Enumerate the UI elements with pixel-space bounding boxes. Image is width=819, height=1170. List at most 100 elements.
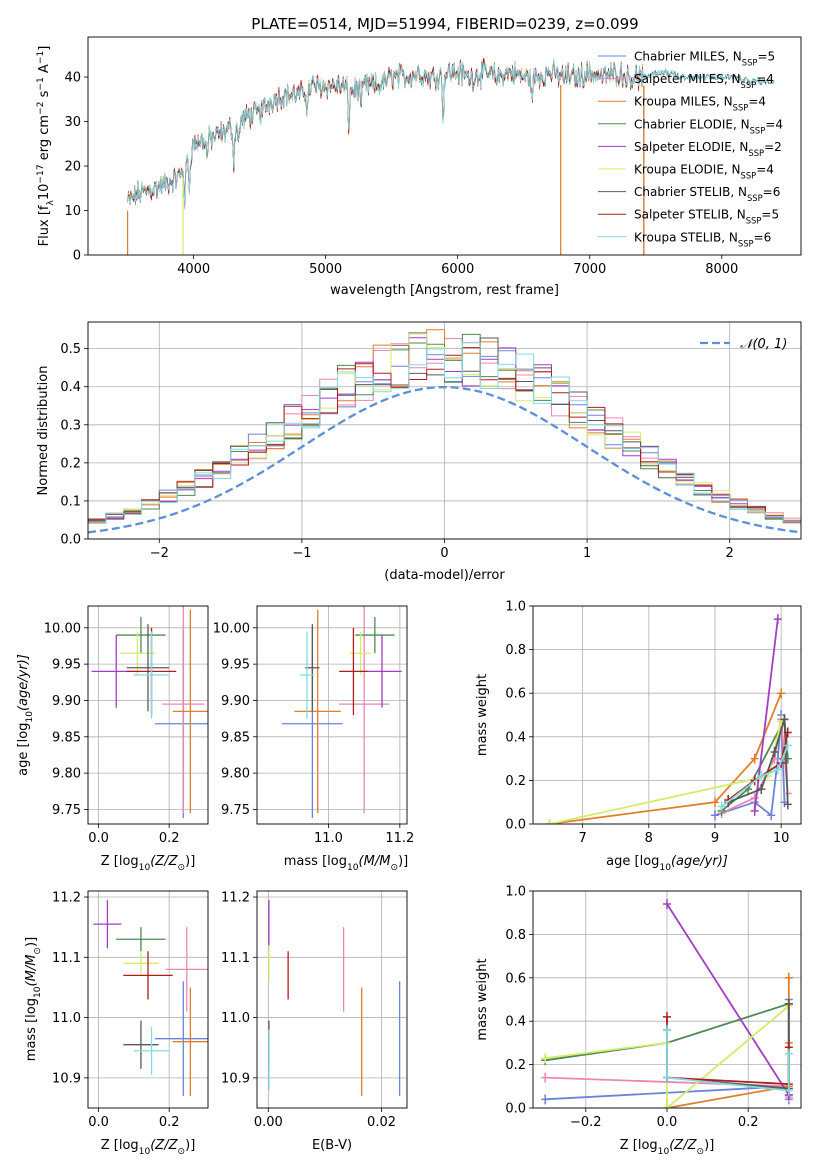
weight-lines-group xyxy=(545,614,792,824)
y-tick-label: 11.0 xyxy=(52,1011,81,1026)
y-tick-label: 0.4 xyxy=(60,380,81,395)
legend-label: Chabrier ELODIE, NSSP=4 xyxy=(634,117,783,135)
y-tick-label: 11.1 xyxy=(221,951,250,966)
x-axis-label: Z [log10(Z/Z⊙)] xyxy=(101,1138,196,1157)
y-tick-label: 11.2 xyxy=(52,891,81,906)
spectrum-line-kroupa-stelib xyxy=(127,57,775,206)
weight-marker xyxy=(541,1094,550,1105)
weight-marker xyxy=(750,805,759,816)
axes-frame xyxy=(87,605,209,825)
x-tick-label: 11.0 xyxy=(314,831,343,846)
weight-marker xyxy=(545,819,554,824)
x-tick-label: 2 xyxy=(726,546,734,561)
y-tick-label: 0.2 xyxy=(505,1058,526,1073)
weight-marker xyxy=(750,792,759,803)
y-axis-label: Flux [fλ10−17 erg cm−2 s−1 A−1] xyxy=(36,46,56,247)
x-tick-label: 7000 xyxy=(573,262,606,277)
y-tick-label: 10.00 xyxy=(44,621,81,636)
normal-curve xyxy=(88,385,801,534)
residuals-chart: −2 −1 0 1 2 0.0 0.1 0.2 0.3 0.4 0.5 (data-model)/er… xyxy=(36,321,802,583)
x-axis-label: age [log10(age/yr)] xyxy=(606,854,728,873)
weight-lines-group xyxy=(541,899,793,1108)
weight-marker xyxy=(757,784,766,795)
x-tick-label: 8 xyxy=(645,831,653,846)
x-axis-label: wavelength [Angstrom, rest frame] xyxy=(330,283,559,298)
y-tick-label: 0.4 xyxy=(505,1015,526,1030)
y-axis-label: mass weight xyxy=(475,958,490,1040)
y-axis-label: age [log10(age/yr)] xyxy=(16,654,35,776)
y-tick-label: 11.0 xyxy=(221,1011,250,1026)
y-tick-label: 11.1 xyxy=(52,951,81,966)
y-tick-label: 9.90 xyxy=(221,694,250,709)
x-axis-label: (data-model)/error xyxy=(384,568,505,583)
y-axis-label: mass weight xyxy=(475,674,490,756)
y-tick-label: 0.0 xyxy=(505,818,526,833)
x-tick-label: 9 xyxy=(711,831,719,846)
y-tick-label: 9.85 xyxy=(221,730,250,745)
weight-marker xyxy=(541,1072,550,1083)
y-tick-label: 0.4 xyxy=(505,730,526,745)
legend-label: Salpeter MILES, NSSP=4 xyxy=(634,72,774,90)
x-tick-label: 11.2 xyxy=(385,831,414,846)
y-tick-label: 0.0 xyxy=(505,1102,526,1117)
weight-marker xyxy=(784,1048,793,1059)
weight-marker xyxy=(773,614,782,625)
y-tick-label: 0.8 xyxy=(505,643,526,658)
spectrum-legend: Chabrier MILES, NSSP=5 Salpeter MILES, NS… xyxy=(598,50,783,248)
x-tick-label: −1 xyxy=(292,546,311,561)
legend-label: Kroupa MILES, NSSP=4 xyxy=(634,95,766,113)
y-tick-label: 0.5 xyxy=(60,342,81,357)
weight-line xyxy=(549,692,782,824)
y-tick-label: 10.00 xyxy=(213,621,250,636)
weight-marker xyxy=(777,688,786,699)
legend-label: Kroupa ELODIE, NSSP=4 xyxy=(634,163,774,181)
y-tick-label: 1.0 xyxy=(505,885,526,900)
x-tick-label: 0.02 xyxy=(367,1115,396,1130)
weight-marker xyxy=(663,899,671,910)
weight-marker xyxy=(783,740,792,751)
y-tick-label: 0.8 xyxy=(505,928,526,943)
x-tick-label: 0.0 xyxy=(88,1115,109,1130)
weight-marker xyxy=(784,972,793,983)
axes-frame xyxy=(532,890,802,1109)
x-tick-label: 10 xyxy=(773,831,790,846)
y-axis-label: Normed distribution xyxy=(36,366,51,496)
axes-frame xyxy=(87,36,802,256)
weight-marker xyxy=(783,753,792,764)
x-tick-label: 0.00 xyxy=(254,1115,283,1130)
weight-marker xyxy=(783,799,792,810)
weight-marker xyxy=(780,714,789,725)
x-tick-label: 0.2 xyxy=(159,1115,180,1130)
y-tick-label: 0.6 xyxy=(505,971,526,986)
weight-marker xyxy=(663,1072,671,1083)
axes-frame xyxy=(256,890,408,1109)
weight-marker xyxy=(784,998,793,1009)
mass_vs_Z-chart: 0.0 0.2 10.9 11.0 11.1 11.2 Z [log10(Z/Z⊙)] mas… xyxy=(24,891,209,1157)
x-axis-label: Z [log10(Z/Z⊙)] xyxy=(101,854,196,873)
y-tick-label: 10 xyxy=(64,204,81,219)
residuals-legend: 𝒩(0, 1) xyxy=(700,337,787,352)
age_vs_mass-chart: 11.0 11.2 9.75 9.80 9.85 9.90 9.95 10.00 mass [l… xyxy=(213,605,414,873)
weight-marker xyxy=(541,1053,550,1064)
y-tick-label: 9.75 xyxy=(221,803,250,818)
y-tick-label: 0.2 xyxy=(60,456,81,471)
y-tick-label: 20 xyxy=(64,160,81,175)
weight-line xyxy=(666,903,790,1096)
errorbar-group xyxy=(268,900,401,1096)
x-tick-label: −0.2 xyxy=(570,1115,602,1130)
weight-line xyxy=(721,745,789,808)
axes-frame xyxy=(256,605,408,825)
y-tick-label: 0.0 xyxy=(60,533,81,548)
y-tick-label: 0.2 xyxy=(505,774,526,789)
axes-frame xyxy=(532,605,802,825)
y-tick-label: 9.95 xyxy=(221,658,250,673)
x-tick-label: 8000 xyxy=(705,262,738,277)
weight-marker xyxy=(717,801,726,812)
y-tick-label: 9.85 xyxy=(52,730,81,745)
x-tick-label: 6000 xyxy=(441,262,474,277)
legend-label: Salpeter ELODIE, NSSP=2 xyxy=(634,140,782,158)
y-tick-label: 30 xyxy=(64,115,81,130)
histogram-group xyxy=(88,329,801,534)
errorbar-group xyxy=(93,900,208,1096)
